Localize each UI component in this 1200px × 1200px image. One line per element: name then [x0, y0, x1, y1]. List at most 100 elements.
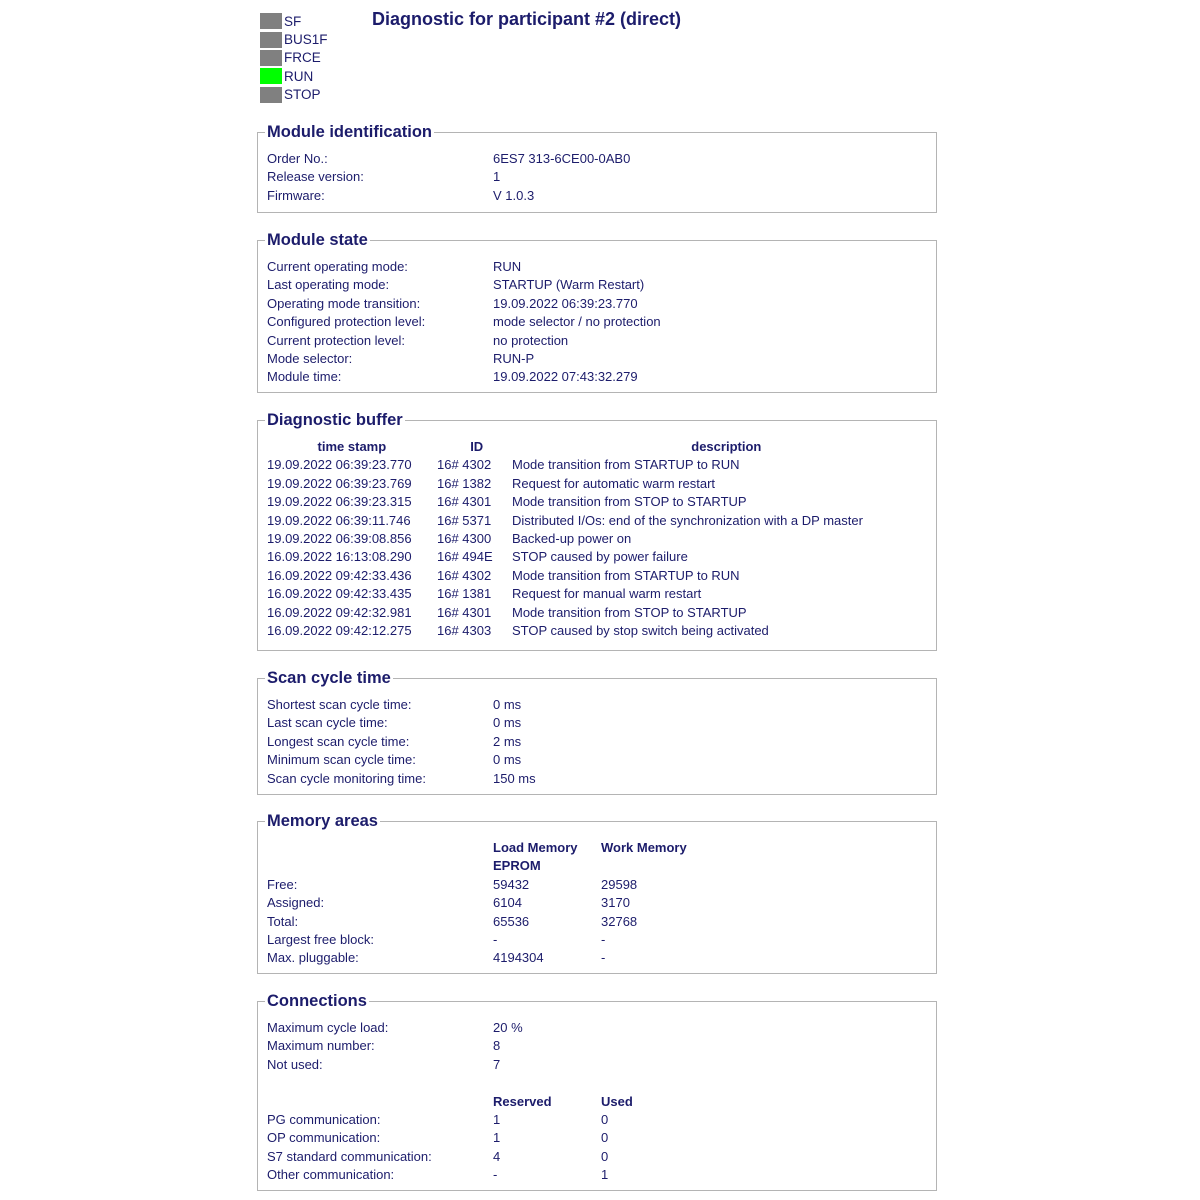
row-label: Largest free block:: [267, 931, 374, 947]
header-load-memory: Load Memory: [493, 840, 578, 855]
row-label: Maximum cycle load:: [267, 1020, 389, 1035]
row-label: Total:: [267, 913, 299, 929]
header-work-memory: Work Memory: [601, 840, 687, 855]
event-description: Mode transition from STOP to STARTUP: [512, 494, 747, 510]
table-row: S7 standard communication: 4 0: [267, 1148, 936, 1166]
page-title: Diagnostic for participant #2 (direct): [372, 9, 682, 29]
section-legend: Scan cycle time: [265, 667, 393, 689]
module-state-section: Module state Current operating mode: RUN L…: [257, 229, 937, 393]
table-row: 19.09.2022 06:39:08.856 16# 4300 Backed-up…: [267, 530, 936, 548]
row-label: PG communication:: [267, 1111, 381, 1127]
row-label: Operating mode transition:: [267, 295, 421, 311]
row-label: Last operating mode:: [267, 277, 390, 293]
table-row: Max. pluggable: 4194304 -: [267, 949, 936, 967]
info-row: Scan cycle monitoring time: 150 ms: [267, 770, 936, 788]
row-value: 19.09.2022 06:39:23.770: [493, 295, 638, 311]
row-label: Last scan cycle time:: [267, 715, 388, 731]
table-row: 16.09.2022 09:42:33.436 16# 4302 Mode tran…: [267, 567, 936, 585]
led-label: STOP: [284, 87, 321, 103]
row-label: Minimum scan cycle time:: [267, 752, 416, 768]
row-value: RUN: [493, 259, 522, 274]
header-description: description: [691, 439, 762, 454]
time-stamp: 16.09.2022 09:42:33.435: [267, 586, 412, 602]
table-row: 19.09.2022 06:39:23.770 16# 4302 Mode tran…: [267, 456, 936, 474]
module-identification-section: Module identification Order No.: 6ES7 313…: [257, 121, 937, 213]
led-indicator-icon: [260, 31, 282, 48]
time-stamp: 16.09.2022 16:13:08.290: [267, 549, 412, 565]
event-id: 16# 4301: [437, 604, 492, 620]
section-legend: Diagnostic buffer: [265, 409, 405, 431]
table-row: PG communication: 1 0: [267, 1111, 936, 1129]
time-stamp: 16.09.2022 09:42:12.275: [267, 622, 412, 638]
diagnostic-buffer-section: Diagnostic buffer time stamp ID descript…: [257, 409, 937, 651]
reserved-value: -: [493, 1167, 498, 1183]
work-memory-value: -: [601, 950, 606, 966]
subheader-eprom: EPROM: [493, 858, 541, 874]
section-legend: Module state: [265, 229, 370, 251]
event-description: STOP caused by stop switch being activat…: [512, 622, 769, 638]
row-label: Shortest scan cycle time:: [267, 697, 412, 712]
row-label: Longest scan cycle time:: [267, 733, 410, 749]
led-label: BUS1F: [284, 32, 328, 48]
time-stamp: 19.09.2022 06:39:08.856: [267, 530, 412, 546]
row-label: Configured protection level:: [267, 314, 426, 330]
info-row: Current operating mode: RUN: [267, 258, 936, 276]
info-row: Maximum number: 8: [267, 1037, 936, 1055]
row-value: 20 %: [493, 1020, 523, 1035]
event-id: 16# 494E: [437, 549, 493, 565]
led-stop: STOP: [260, 86, 328, 104]
info-row: Firmware: V 1.0.3: [267, 187, 936, 205]
row-label: OP communication:: [267, 1130, 381, 1146]
event-id: 16# 1382: [437, 475, 492, 491]
row-label: Not used:: [267, 1056, 323, 1072]
info-row: Minimum scan cycle time: 0 ms: [267, 751, 936, 769]
reserved-value: 4: [493, 1148, 501, 1164]
load-memory-value: 4194304: [493, 950, 544, 966]
event-description: Backed-up power on: [512, 530, 632, 546]
info-row: Current protection level: no protection: [267, 332, 936, 350]
used-value: 1: [601, 1167, 609, 1183]
row-value: no protection: [493, 332, 569, 348]
row-value: V 1.0.3: [493, 187, 535, 203]
event-id: 16# 1381: [437, 586, 492, 602]
row-label: Free:: [267, 876, 298, 892]
table-header: Reserved Used: [267, 1093, 936, 1111]
table-row: Other communication: - 1: [267, 1166, 936, 1184]
section-legend: Memory areas: [265, 810, 380, 832]
table-row: OP communication: 1 0: [267, 1129, 936, 1147]
row-label: Module time:: [267, 369, 342, 385]
led-indicator-icon: [260, 68, 282, 85]
event-description: STOP caused by power failure: [512, 549, 688, 565]
table-row: 16.09.2022 09:42:12.275 16# 4303 STOP caus…: [267, 622, 936, 640]
event-id: 16# 4303: [437, 622, 492, 638]
scan-cycle-section: Scan cycle time Shortest scan cycle time…: [257, 667, 937, 795]
used-value: 0: [601, 1111, 609, 1127]
row-label: Release version:: [267, 169, 364, 185]
row-label: Other communication:: [267, 1167, 395, 1183]
event-description: Distributed I/Os: end of the synchroniza…: [512, 512, 863, 528]
row-value: 8: [493, 1038, 501, 1054]
row-value: RUN-P: [493, 350, 535, 366]
event-id: 16# 4300: [437, 530, 492, 546]
table-row: 16.09.2022 09:42:33.435 16# 1381 Request f…: [267, 585, 936, 603]
row-label: S7 standard communication:: [267, 1148, 432, 1164]
header-time-stamp: time stamp: [317, 439, 387, 454]
info-row: Last scan cycle time: 0 ms: [267, 714, 936, 732]
event-description: Request for automatic warm restart: [512, 475, 716, 491]
load-memory-value: 59432: [493, 876, 530, 892]
table-header: time stamp ID description: [267, 438, 936, 456]
row-label: Assigned:: [267, 895, 325, 911]
time-stamp: 19.09.2022 06:39:23.769: [267, 475, 412, 491]
row-label: Scan cycle monitoring time:: [267, 770, 426, 786]
row-value: STARTUP (Warm Restart): [493, 277, 645, 293]
used-value: 0: [601, 1130, 609, 1146]
table-header: Load Memory Work Memory: [267, 839, 936, 857]
work-memory-value: -: [601, 931, 606, 947]
led-sf: SF: [260, 12, 328, 30]
work-memory-value: 29598: [601, 876, 638, 892]
row-value: 150 ms: [493, 770, 536, 786]
info-row: Operating mode transition: 19.09.2022 06:…: [267, 295, 936, 313]
header-used: Used: [601, 1093, 633, 1109]
info-row: Shortest scan cycle time: 0 ms: [267, 696, 936, 714]
header-reserved: Reserved: [493, 1093, 552, 1109]
